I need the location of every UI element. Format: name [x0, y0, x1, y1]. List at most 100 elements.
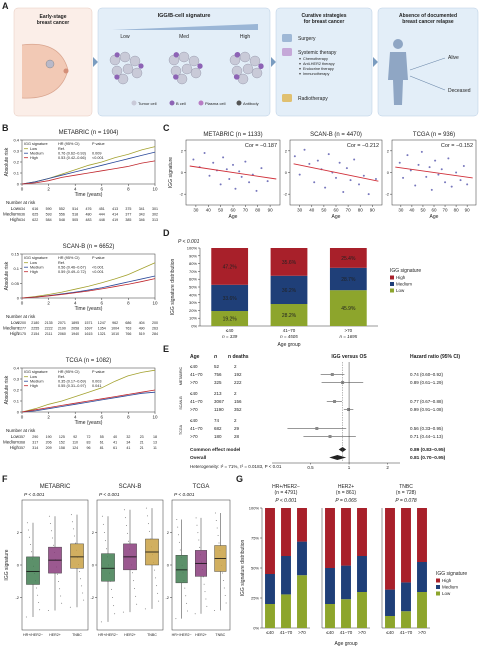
p-cell: 0.041: [92, 384, 102, 388]
km-curve: [21, 369, 156, 413]
bar-segment: [270, 275, 308, 305]
hr-point: [333, 400, 337, 403]
risk-count: 686: [125, 321, 131, 325]
jitter-point: [195, 517, 197, 519]
table-header: IGG signature: [24, 256, 48, 260]
n-label: n = 4505: [280, 334, 298, 339]
risk-count: 444: [99, 213, 105, 217]
risk-count: 263: [152, 327, 158, 331]
risk-count: 763: [125, 327, 131, 331]
y-tick-label: 0: [17, 182, 20, 187]
outcome-line: [409, 57, 446, 71]
jitter-point: [111, 588, 113, 590]
jitter-point: [202, 576, 204, 578]
risk-row-label: Low: [11, 206, 20, 211]
bar-segment: [265, 574, 275, 604]
p-value: P < 0.001: [99, 492, 120, 498]
legend-label: High: [30, 270, 38, 274]
risk-count: 1354: [98, 327, 106, 331]
deaths-cell: 352: [234, 407, 242, 412]
bullet: [299, 62, 301, 65]
p-cell: 0.009: [92, 152, 102, 156]
point: [212, 161, 215, 164]
risk-count: 414: [112, 213, 118, 217]
jitter-point: [27, 529, 29, 531]
b-cell: [197, 63, 203, 69]
table-header: IGG signature: [24, 142, 48, 146]
nipple: [63, 68, 69, 74]
chart-title: METABRIC: [40, 484, 71, 490]
chart-title: (n = 728): [396, 490, 416, 496]
risk-count: 1940: [71, 332, 79, 336]
point: [324, 186, 327, 189]
chart-title: SCAN-B: [119, 484, 142, 490]
y-tick-label: 0.2: [13, 388, 19, 393]
point: [434, 159, 437, 162]
x-tick-label: HR+/HER2−: [23, 633, 43, 637]
risk-count: 41: [113, 441, 117, 445]
y-tick-label: 0: [92, 563, 95, 568]
point: [437, 173, 440, 176]
risk-title: Number at risk: [6, 428, 36, 433]
point: [338, 161, 341, 164]
tumor-cell: [237, 73, 249, 85]
tumor-cell: [251, 67, 263, 79]
x-axis-label: Age: [332, 214, 341, 220]
jitter-point: [205, 598, 207, 600]
x-tick-label: 30: [297, 208, 303, 213]
point: [244, 160, 247, 163]
bar-segment: [281, 508, 291, 556]
chart-title: METABRIC (n = 1133): [203, 132, 262, 138]
y-tick-label: 50%: [189, 285, 197, 290]
chart-title: HER2+: [338, 484, 354, 490]
x-tick-label: 8: [127, 301, 130, 306]
jitter-point: [69, 606, 71, 608]
risk-row-label: High: [10, 217, 20, 222]
risk-count: 375: [125, 207, 131, 211]
risk-count: 483: [86, 218, 92, 222]
hr-cell: 0.53 (0.42–0.66): [58, 156, 87, 160]
jitter-point: [177, 526, 179, 528]
point: [444, 181, 447, 184]
risk-count: 158: [59, 446, 65, 450]
jitter-point: [194, 613, 196, 615]
table-header: P value: [92, 370, 105, 374]
y-tick-label: 20%: [189, 308, 197, 313]
risk-count: 72: [87, 435, 91, 439]
point: [430, 188, 433, 191]
panel-letter: C: [163, 123, 170, 133]
hr-label: 0.56 (0.33–0.95): [410, 426, 444, 431]
jitter-point: [146, 515, 148, 517]
chart-title: TCGA: [193, 484, 210, 490]
y-tick-label: 0: [17, 296, 20, 301]
risk-count: 284: [152, 332, 158, 336]
p-cell: <0.001: [92, 156, 104, 160]
tumor-cell: [239, 51, 251, 63]
x-tick-label: ≤40: [386, 630, 394, 635]
km-curve: [21, 278, 156, 299]
y-tick-label: 2: [387, 148, 390, 153]
person-head: [393, 39, 403, 49]
deaths-cell: 156: [234, 399, 242, 404]
hr-point: [347, 408, 351, 411]
bar-segment: [401, 582, 411, 612]
x-tick-label: 40: [409, 208, 415, 213]
x-tick-label: 60: [333, 208, 339, 213]
deaths-cell: 28: [234, 434, 240, 439]
y-tick-label: 0.3: [13, 149, 19, 154]
deaths-cell: 29: [234, 426, 240, 431]
legend-swatch: [390, 275, 394, 280]
table-header: Age: [190, 354, 200, 360]
y-axis-label: IGG signature distribution: [240, 539, 246, 596]
point: [240, 175, 243, 178]
legend-label: Medium: [30, 380, 44, 384]
jitter-point: [132, 572, 134, 574]
jitter-point: [224, 595, 226, 596]
risk-count: 357: [19, 435, 25, 439]
y-tick-label: 40%: [189, 292, 197, 297]
y-tick-label: 2: [167, 530, 170, 535]
risk-count: 616: [32, 207, 38, 211]
risk-count: 962: [112, 321, 118, 325]
risk-count: 2058: [71, 327, 79, 331]
value-label: 45.9%: [341, 306, 356, 312]
